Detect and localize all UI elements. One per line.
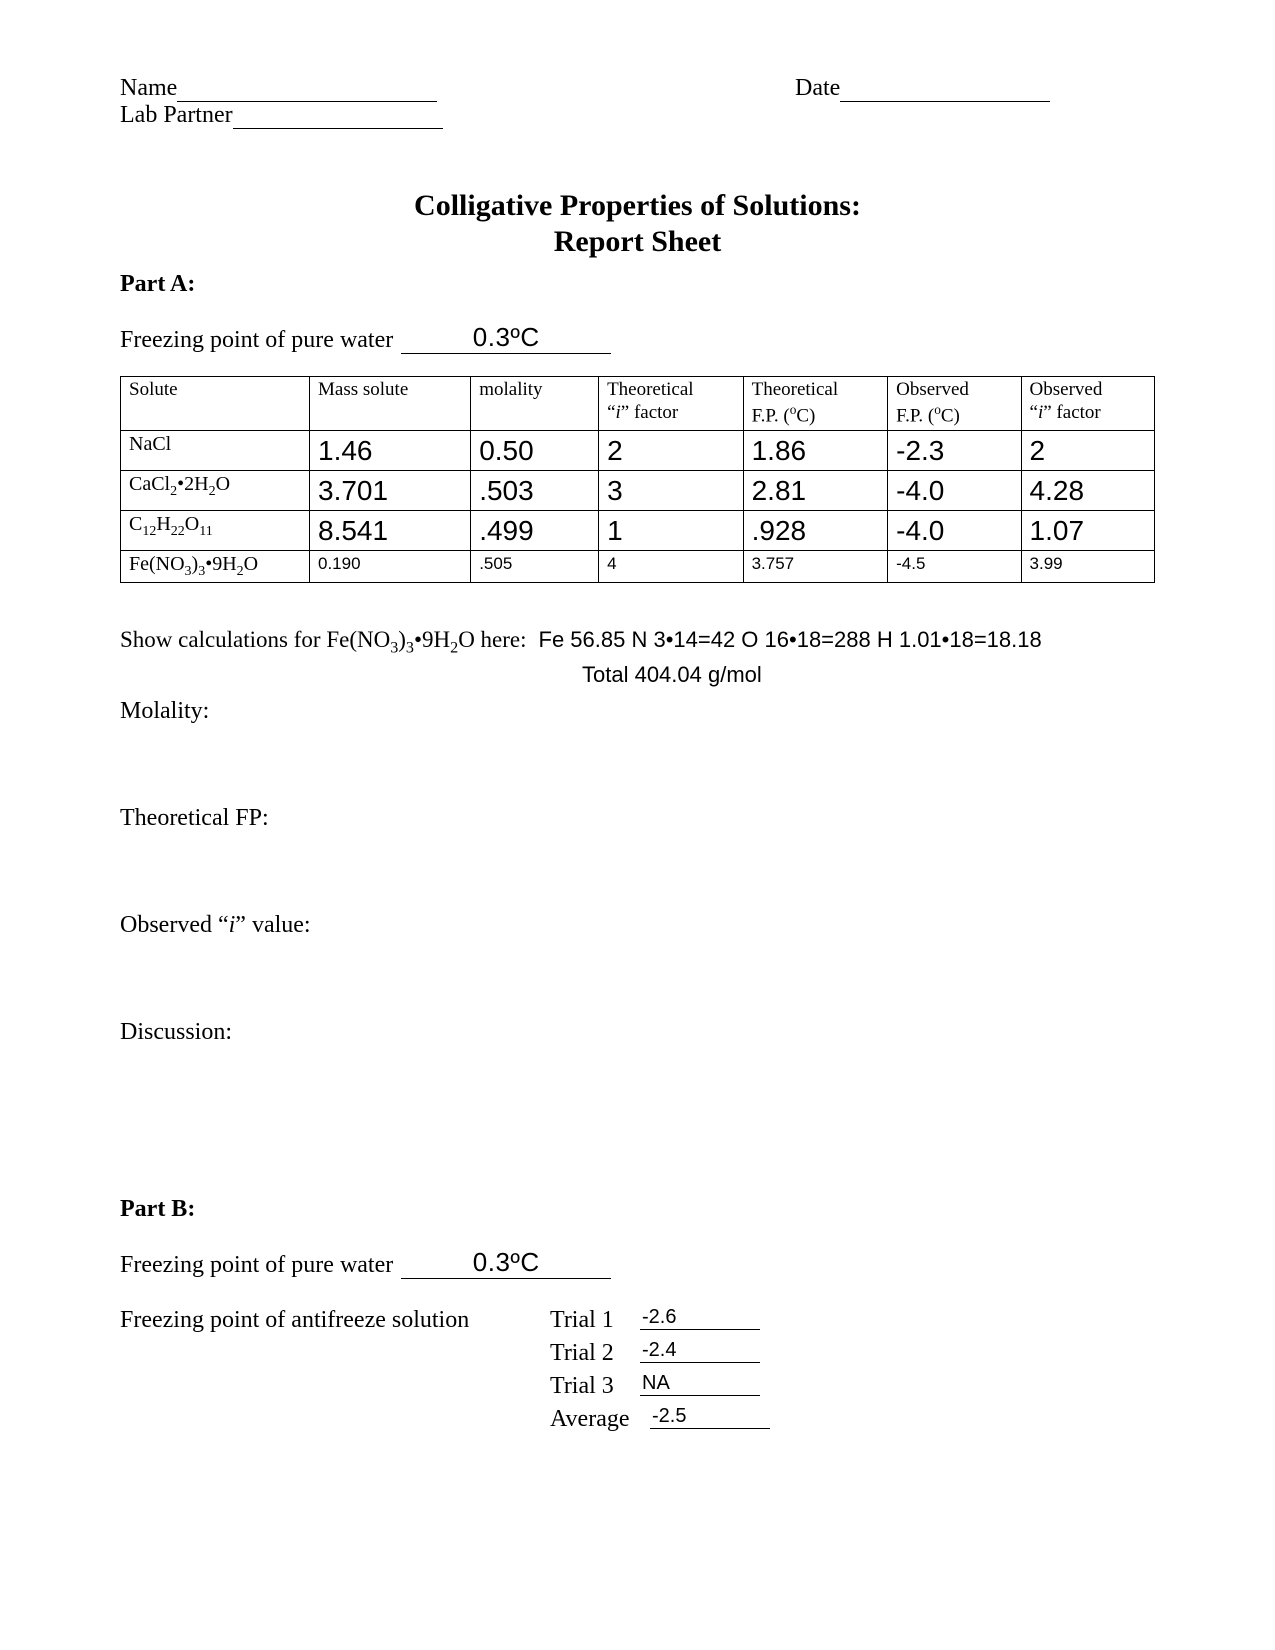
part-a-heading: Part A: (120, 271, 1155, 298)
cell-molality: 0.50 (471, 430, 599, 470)
name-label: Name (120, 75, 177, 101)
observed-i-label: Observed “i” value: (120, 912, 1155, 939)
col-theoretical-fp: TheoreticalF.P. (oC) (743, 377, 888, 431)
title-line-2: Report Sheet (120, 225, 1155, 259)
cell-mass: 1.46 (310, 430, 471, 470)
col-solute: Solute (121, 377, 310, 431)
cell-mass: 8.541 (310, 510, 471, 550)
theoretical-fp-label: Theoretical FP: (120, 805, 1155, 832)
part-b-heading: Part B: (120, 1196, 1155, 1223)
name-field: Name (120, 75, 795, 102)
average-value[interactable]: -2.5 (650, 1405, 770, 1429)
table-head: Solute Mass solute molality Theoretical“… (121, 377, 1155, 431)
trial-2-label: Trial 2 (550, 1340, 640, 1367)
trials-row: Freezing point of antifreeze solution Tr… (120, 1307, 1155, 1439)
calc-prompt: Show calculations for Fe(NO3)3•9H2O here… (120, 627, 527, 658)
cell-molality: .499 (471, 510, 599, 550)
solute-table: Solute Mass solute molality Theoretical“… (120, 376, 1155, 583)
cell-oi: 3.99 (1021, 550, 1154, 582)
calc-prompt-line: Show calculations for Fe(NO3)3•9H2O here… (120, 627, 1155, 658)
discussion-label: Discussion: (120, 1019, 1155, 1046)
table-row: Fe(NO3)3•9H2O 0.190 .505 4 3.757 -4.5 3.… (121, 550, 1155, 582)
part-a-fp-label: Freezing point of pure water (120, 327, 393, 354)
trial-1-label: Trial 1 (550, 1307, 640, 1334)
average-label: Average (550, 1406, 650, 1433)
cell-solute: Fe(NO3)3•9H2O (121, 550, 310, 582)
cell-ti: 4 (599, 550, 744, 582)
col-observed-i: Observed“i” factor (1021, 377, 1154, 431)
header-right: Date (795, 75, 1155, 129)
average-line: Average -2.5 (550, 1406, 770, 1433)
table-row: C12H22O11 8.541 .499 1 .928 -4.0 1.07 (121, 510, 1155, 550)
col-molality: molality (471, 377, 599, 431)
part-b-fp-label: Freezing point of pure water (120, 1252, 393, 1279)
partner-field: Lab Partner (120, 102, 795, 129)
cell-oi: 4.28 (1021, 470, 1154, 510)
name-underline[interactable] (177, 76, 437, 102)
molality-label: Molality: (120, 698, 1155, 725)
part-a-fp-value[interactable]: 0.3ºC (401, 322, 611, 354)
table-body: NaCl 1.46 0.50 2 1.86 -2.3 2 CaCl2•2H2O … (121, 430, 1155, 582)
date-label: Date (795, 75, 840, 101)
col-observed-fp: ObservedF.P. (oC) (888, 377, 1021, 431)
part-b-fp-value[interactable]: 0.3ºC (401, 1247, 611, 1279)
cell-ti: 2 (599, 430, 744, 470)
header-left: Name Lab Partner (120, 75, 795, 129)
trial-2-value[interactable]: -2.4 (640, 1339, 760, 1363)
date-underline[interactable] (840, 76, 1050, 102)
trial-3-label: Trial 3 (550, 1373, 640, 1400)
trial-line: Trial 3 NA (550, 1373, 770, 1400)
trial-line: Trial 2 -2.4 (550, 1340, 770, 1367)
part-b-fp-line: Freezing point of pure water 0.3ºC (120, 1247, 1155, 1279)
header-row: Name Lab Partner Date (120, 75, 1155, 129)
table-header-row: Solute Mass solute molality Theoretical“… (121, 377, 1155, 431)
partner-underline[interactable] (233, 103, 443, 129)
obs-i-prefix: Observed “ (120, 912, 229, 938)
trial-3-value[interactable]: NA (640, 1372, 760, 1396)
table-row: CaCl2•2H2O 3.701 .503 3 2.81 -4.0 4.28 (121, 470, 1155, 510)
cell-tfp: 3.757 (743, 550, 888, 582)
table-row: NaCl 1.46 0.50 2 1.86 -2.3 2 (121, 430, 1155, 470)
cell-mass: 0.190 (310, 550, 471, 582)
cell-molality: .505 (471, 550, 599, 582)
col-mass: Mass solute (310, 377, 471, 431)
trial-1-value[interactable]: -2.6 (640, 1306, 760, 1330)
cell-oi: 1.07 (1021, 510, 1154, 550)
title-line-1: Colligative Properties of Solutions: (120, 189, 1155, 223)
cell-ofp: -2.3 (888, 430, 1021, 470)
cell-oi: 2 (1021, 430, 1154, 470)
antifreeze-label: Freezing point of antifreeze solution (120, 1307, 550, 1439)
part-a-fp-line: Freezing point of pure water 0.3ºC (120, 322, 1155, 354)
calc-block: Show calculations for Fe(NO3)3•9H2O here… (120, 627, 1155, 1046)
trial-line: Trial 1 -2.6 (550, 1307, 770, 1334)
trials-block: Trial 1 -2.6 Trial 2 -2.4 Trial 3 NA Ave… (550, 1307, 770, 1439)
cell-ti: 1 (599, 510, 744, 550)
title-block: Colligative Properties of Solutions: Rep… (120, 189, 1155, 259)
obs-i-suffix: ” value: (235, 912, 310, 938)
cell-tfp: .928 (743, 510, 888, 550)
calc-hand-line-1: Fe 56.85 N 3•14=42 O 16•18=288 H 1.01•18… (539, 627, 1042, 653)
cell-solute: C12H22O11 (121, 510, 310, 550)
cell-tfp: 2.81 (743, 470, 888, 510)
cell-solute: NaCl (121, 430, 310, 470)
cell-molality: .503 (471, 470, 599, 510)
partner-label: Lab Partner (120, 102, 233, 128)
cell-ti: 3 (599, 470, 744, 510)
cell-ofp: -4.0 (888, 510, 1021, 550)
cell-mass: 3.701 (310, 470, 471, 510)
cell-solute: CaCl2•2H2O (121, 470, 310, 510)
cell-tfp: 1.86 (743, 430, 888, 470)
cell-ofp: -4.5 (888, 550, 1021, 582)
calc-hand-line-2: Total 404.04 g/mol (582, 662, 1155, 688)
col-theoretical-i: Theoretical“i” factor (599, 377, 744, 431)
report-sheet-page: Name Lab Partner Date Colligative Proper… (0, 0, 1275, 1650)
cell-ofp: -4.0 (888, 470, 1021, 510)
